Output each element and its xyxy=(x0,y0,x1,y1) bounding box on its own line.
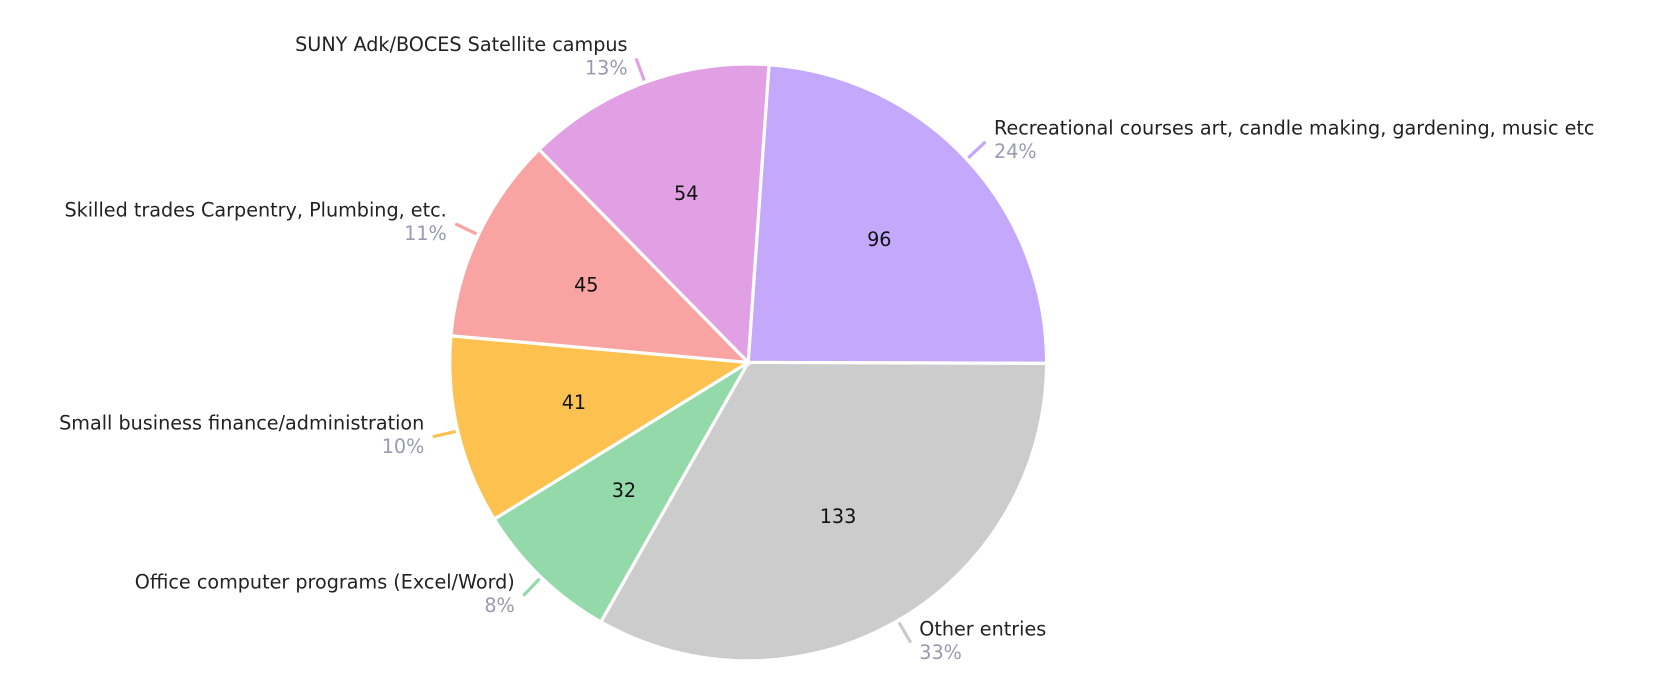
leader-line xyxy=(454,222,478,236)
value-label: 45 xyxy=(574,273,598,296)
value-label: 96 xyxy=(867,228,891,251)
slice-name: Recreational courses art, candle making,… xyxy=(994,117,1594,140)
slice-percent: 11% xyxy=(404,222,447,245)
slice-percent: 13% xyxy=(585,57,628,80)
leader-line xyxy=(522,577,541,597)
pie-slice xyxy=(492,361,750,625)
slice-percent: 24% xyxy=(994,140,1037,163)
leader-line xyxy=(432,429,457,439)
slice-percent: 33% xyxy=(919,641,962,664)
slice-percent: 8% xyxy=(484,594,514,617)
pie-slice xyxy=(448,334,754,522)
pie-slice xyxy=(449,147,753,365)
slice-percent: 10% xyxy=(382,435,425,458)
slice-name: Small business finance/administration xyxy=(59,412,424,435)
pie-slice xyxy=(746,63,1049,365)
value-label: 54 xyxy=(674,182,698,205)
value-label: 32 xyxy=(612,479,636,502)
slice-name: Other entries xyxy=(919,617,1046,640)
leader-line xyxy=(634,57,646,81)
value-label: 41 xyxy=(562,391,586,414)
slice-name: SUNY Adk/BOCES Satellite campus xyxy=(295,33,627,56)
pie-slice xyxy=(536,62,771,367)
value-label: 133 xyxy=(820,505,857,528)
leader-line xyxy=(967,140,987,159)
pie-slice xyxy=(598,360,1049,663)
slice-name: Office computer programs (Excel/Word) xyxy=(135,570,515,593)
leader-line xyxy=(897,621,913,644)
slice-name: Skilled trades Carpentry, Plumbing, etc. xyxy=(65,199,447,222)
